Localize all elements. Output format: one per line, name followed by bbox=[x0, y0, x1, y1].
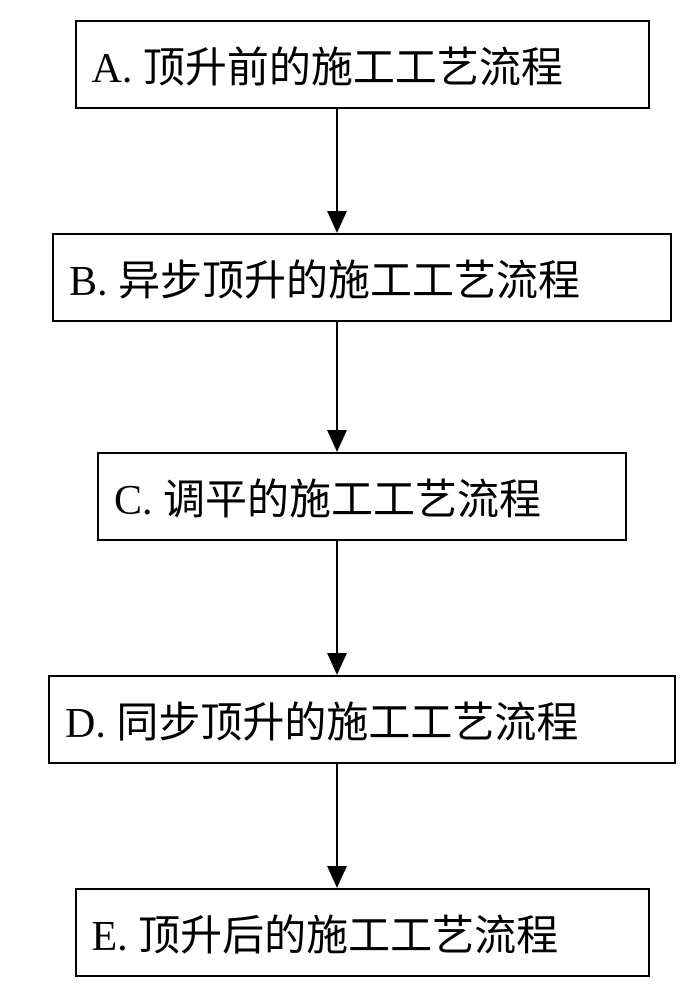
node-label: A. 顶升前的施工工艺流程 bbox=[92, 34, 563, 95]
arrow-connector bbox=[327, 764, 347, 888]
flowchart-container: A. 顶升前的施工工艺流程 B. 异步顶升的施工工艺流程 C. 调平的施工工艺流… bbox=[0, 20, 694, 977]
arrow-line bbox=[336, 541, 338, 653]
arrow-down-icon bbox=[327, 430, 347, 452]
arrow-down-icon bbox=[327, 653, 347, 675]
flowchart-node-c: C. 调平的施工工艺流程 bbox=[97, 452, 627, 541]
node-label: C. 调平的施工工艺流程 bbox=[114, 466, 541, 527]
arrow-line bbox=[336, 322, 338, 430]
arrow-down-icon bbox=[327, 866, 347, 888]
flowchart-node-b: B. 异步顶升的施工工艺流程 bbox=[52, 233, 672, 322]
flowchart-node-e: E. 顶升后的施工工艺流程 bbox=[75, 888, 650, 977]
node-label: B. 异步顶升的施工工艺流程 bbox=[69, 247, 580, 308]
node-label: E. 顶升后的施工工艺流程 bbox=[92, 902, 559, 963]
arrow-line bbox=[336, 109, 338, 211]
flowchart-node-a: A. 顶升前的施工工艺流程 bbox=[75, 20, 650, 109]
node-label: D. 同步顶升的施工工艺流程 bbox=[65, 689, 578, 750]
arrow-connector bbox=[327, 541, 347, 675]
arrow-connector bbox=[327, 322, 347, 452]
arrow-connector bbox=[327, 109, 347, 233]
arrow-down-icon bbox=[327, 211, 347, 233]
flowchart-node-d: D. 同步顶升的施工工艺流程 bbox=[48, 675, 676, 764]
arrow-line bbox=[336, 764, 338, 866]
